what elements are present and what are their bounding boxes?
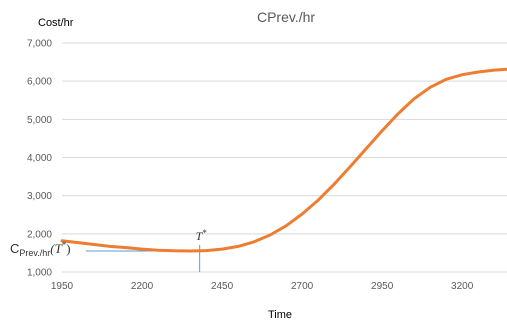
y-tick-label: 2,000 xyxy=(27,229,52,240)
x-tick-label: 2700 xyxy=(291,281,314,292)
x-tick-label: 3200 xyxy=(451,281,474,292)
x-tick-label: 2200 xyxy=(131,281,154,292)
y-axis-label: Cost/hr xyxy=(38,17,74,29)
chart-title: CPrev./hr xyxy=(257,9,315,25)
y-tick-label: 5,000 xyxy=(27,115,52,126)
y-tick-labels: 1,000 2,000 3,000 4,000 5,000 6,000 7,000 xyxy=(27,39,52,279)
marker-label: T* xyxy=(196,228,208,243)
series-layer xyxy=(62,69,507,251)
x-tick-label: 2450 xyxy=(211,281,234,292)
y-value-annotation: CPrev./hr(T*) xyxy=(10,240,71,258)
x-tick-label: 2950 xyxy=(371,281,394,292)
y-tick-label: 7,000 xyxy=(27,39,52,50)
y-tick-label: 4,000 xyxy=(27,153,52,164)
x-tick-label: 1950 xyxy=(51,281,74,292)
series-line xyxy=(62,69,507,251)
x-axis-label: Time xyxy=(268,309,292,321)
x-tick-labels: 1950 2200 2450 2700 2950 3200 xyxy=(51,281,474,292)
y-tick-label: 1,000 xyxy=(27,268,52,279)
gridlines xyxy=(62,43,507,272)
y-tick-label: 6,000 xyxy=(27,77,52,88)
y-tick-label: 3,000 xyxy=(27,191,52,202)
